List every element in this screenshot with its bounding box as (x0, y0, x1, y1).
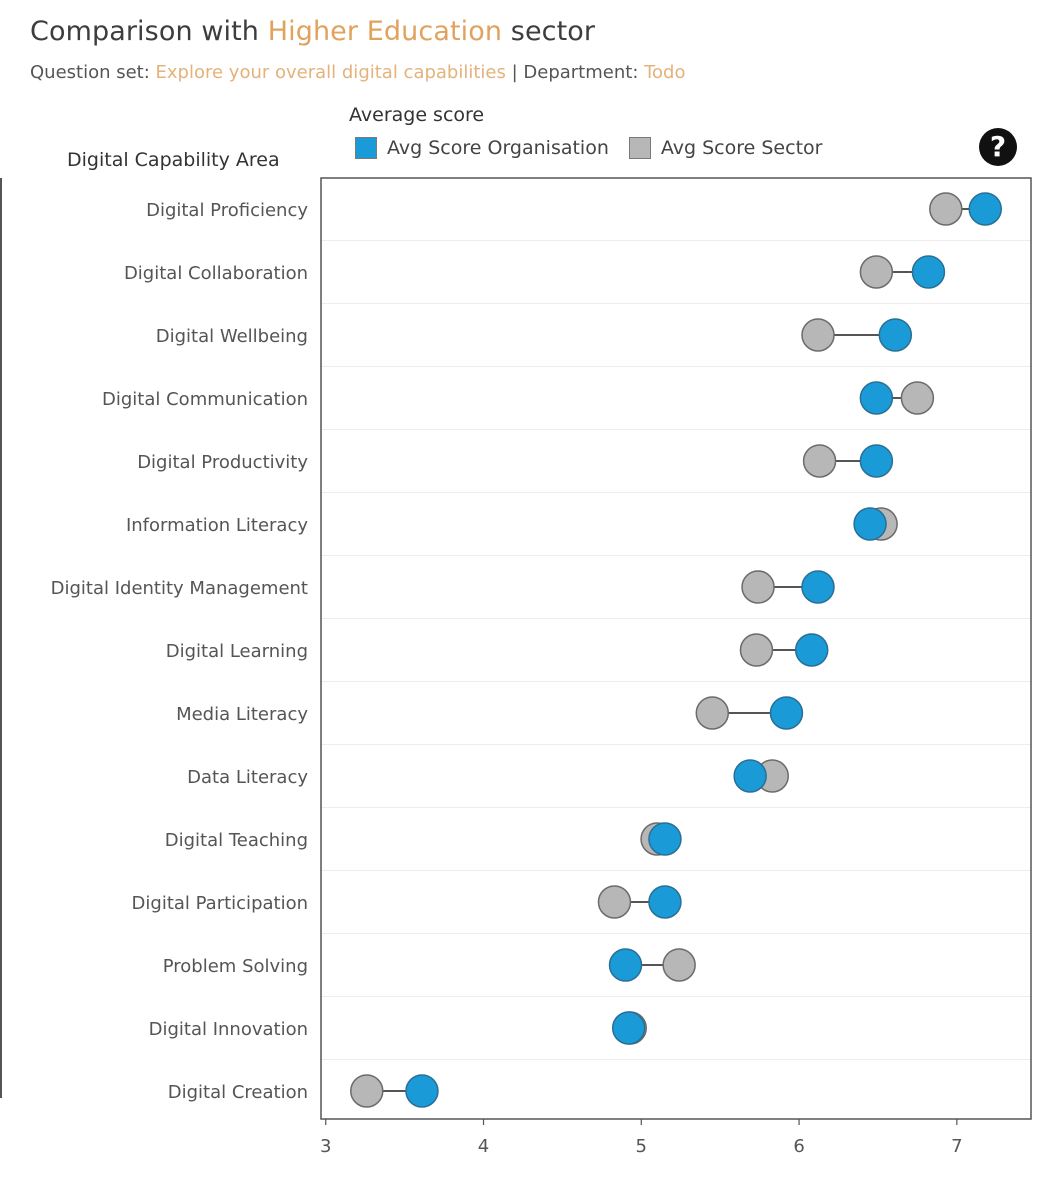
x-axis-ticks: 3 4 5 6 7 (320, 1119, 963, 1157)
organisation-point[interactable] (853, 507, 887, 541)
sector-point[interactable] (350, 1074, 384, 1108)
sector-point[interactable] (900, 381, 935, 415)
category-label: Digital Proficiency (146, 200, 308, 221)
x-tick-label: 7 (951, 1136, 962, 1157)
category-label: Digital Productivity (137, 452, 308, 473)
question-set-value[interactable]: Explore your overall digital capabilitie… (155, 62, 506, 83)
dumbbell-row[interactable] (733, 759, 789, 793)
category-label: Digital Collaboration (124, 263, 308, 284)
title-prefix: Comparison with (30, 16, 268, 47)
dumbbell-row[interactable] (350, 1074, 439, 1108)
plot-frame (320, 177, 1032, 1120)
dumbbell-row[interactable] (611, 1011, 647, 1045)
sector-point[interactable] (597, 885, 632, 919)
organisation-point[interactable] (733, 759, 767, 793)
help-icon[interactable]: ? (979, 128, 1017, 166)
legend: Avg Score Organisation Avg Score Sector (355, 137, 842, 159)
category-label: Data Literacy (187, 767, 308, 788)
category-label: Digital Creation (168, 1082, 308, 1103)
dumbbell-row[interactable] (739, 633, 829, 667)
sector-point[interactable] (662, 948, 696, 982)
dumbbell-row[interactable] (859, 255, 946, 289)
dumbbell-row[interactable] (695, 696, 804, 730)
dumbbell-row[interactable] (853, 507, 898, 541)
category-label: Digital Communication (102, 389, 308, 410)
organisation-point[interactable] (878, 318, 913, 352)
sector-point[interactable] (695, 696, 730, 730)
sector-point[interactable] (739, 633, 774, 667)
legend-swatch-sector (628, 137, 651, 159)
category-label: Media Literacy (176, 704, 308, 725)
organisation-point[interactable] (405, 1074, 439, 1108)
sector-point[interactable] (929, 192, 963, 226)
organisation-point[interactable] (611, 1011, 646, 1045)
organisation-point[interactable] (769, 696, 804, 730)
organisation-point[interactable] (801, 570, 835, 604)
category-label: Problem Solving (163, 956, 308, 977)
title-suffix: sector (502, 16, 596, 47)
category-label: Digital Teaching (165, 830, 308, 851)
category-label: Digital Learning (166, 641, 308, 662)
category-label: Digital Identity Management (51, 578, 308, 599)
category-label: Digital Wellbeing (156, 326, 308, 347)
x-tick-label: 4 (478, 1136, 489, 1157)
department-value[interactable]: Todo (644, 62, 686, 83)
sector-point[interactable] (801, 318, 835, 352)
organisation-point[interactable] (968, 192, 1002, 226)
organisation-point[interactable] (794, 633, 829, 667)
x-tick-label: 5 (636, 1136, 647, 1157)
title-highlight[interactable]: Higher Education (267, 16, 503, 47)
category-label: Digital Participation (132, 893, 308, 914)
dumbbell-row[interactable] (608, 948, 696, 982)
chart-title: Comparison with Higher Education sector (30, 16, 595, 47)
dumbbell-row[interactable] (929, 192, 1002, 226)
category-label: Information Literacy (126, 515, 308, 536)
organisation-point[interactable] (648, 822, 682, 856)
dumbbell-row[interactable] (741, 570, 835, 604)
x-tick-label: 6 (793, 1136, 804, 1157)
legend-swatch-organisation (355, 137, 377, 159)
x-tick-label: 3 (320, 1136, 331, 1157)
row-gridlines (321, 240, 1031, 1060)
sector-point[interactable] (741, 570, 775, 604)
category-axis-title: Digital Capability Area (67, 149, 280, 171)
dumbbell-row[interactable] (802, 444, 894, 478)
legend-title: Average score (349, 104, 485, 126)
data-marks (350, 192, 1002, 1108)
sector-point[interactable] (859, 255, 894, 289)
category-label: Digital Innovation (149, 1019, 308, 1040)
organisation-point[interactable] (608, 948, 643, 982)
dumbbell-row[interactable] (597, 885, 682, 919)
left-panel-border (0, 178, 2, 1098)
organisation-point[interactable] (859, 444, 894, 478)
department-label: Department: (523, 62, 645, 83)
dumbbell-row[interactable] (859, 381, 935, 415)
category-labels: Digital Proficiency Digital Collaboration… (51, 200, 309, 1103)
organisation-point[interactable] (648, 885, 682, 919)
question-set-label: Question set: (30, 62, 156, 83)
dumbbell-row[interactable] (801, 318, 913, 352)
legend-label-sector: Avg Score Sector (660, 137, 823, 159)
subtitle-separator: | (505, 62, 524, 83)
chart-subtitle: Question set: Explore your overall digit… (30, 62, 686, 83)
legend-item-sector[interactable]: Avg Score Sector (628, 137, 823, 159)
legend-label-organisation: Avg Score Organisation (387, 137, 609, 159)
organisation-point[interactable] (911, 255, 946, 289)
legend-item-organisation[interactable]: Avg Score Organisation (355, 137, 609, 159)
sector-point[interactable] (802, 444, 837, 478)
dumbbell-row[interactable] (640, 822, 682, 856)
organisation-point[interactable] (859, 381, 894, 415)
